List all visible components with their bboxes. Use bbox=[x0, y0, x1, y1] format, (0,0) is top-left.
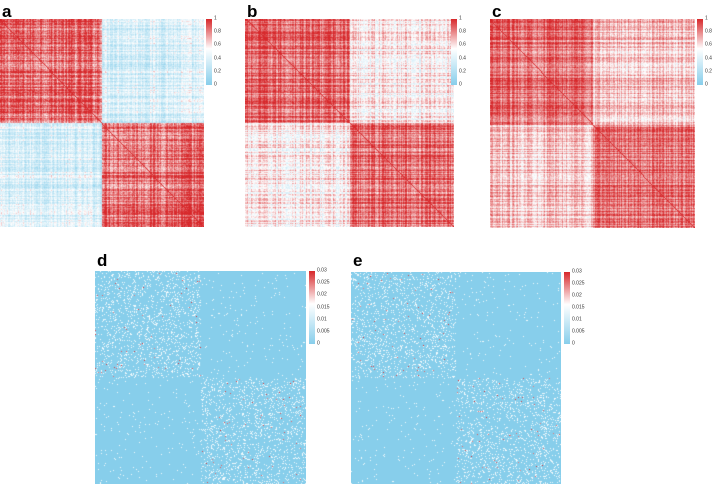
colorbar-tick-label: 0.8 bbox=[705, 28, 712, 35]
colorbar-ticks-c: 1 0.8 0.6 0.4 0.2 0 bbox=[705, 15, 712, 88]
panel-label-a: a bbox=[2, 2, 12, 21]
colorbar-tick-label: 0.025 bbox=[317, 279, 330, 286]
colorbar-e bbox=[564, 272, 570, 344]
colorbar-tick-label: 0 bbox=[705, 81, 708, 88]
colorbar-ticks-a: 1 0.8 0.6 0.4 0.2 0 bbox=[214, 15, 234, 88]
panel-label-e: e bbox=[353, 251, 363, 270]
colorbar-b bbox=[451, 19, 457, 85]
colorbar-tick-label: 0.005 bbox=[572, 328, 585, 335]
colorbar-tick-label: 0.02 bbox=[572, 292, 582, 299]
colorbar-tick-label: 0.2 bbox=[214, 68, 221, 75]
panel-label-d: d bbox=[97, 251, 108, 270]
colorbar-tick-label: 0 bbox=[214, 81, 217, 88]
colorbar-tick-label: 0.6 bbox=[459, 41, 466, 48]
colorbar-tick-label: 0.4 bbox=[214, 55, 221, 62]
colorbar-tick-label: 0.8 bbox=[214, 28, 221, 35]
colorbar-tick-label: 0.025 bbox=[572, 280, 585, 287]
colorbar-tick-label: 0.6 bbox=[705, 41, 712, 48]
colorbar-tick-label: 0.005 bbox=[317, 328, 330, 335]
colorbar-tick-label: 0.015 bbox=[572, 304, 585, 311]
colorbar-d bbox=[309, 271, 315, 344]
colorbar-tick-label: 0 bbox=[572, 340, 575, 347]
colorbar-ticks-d: 0.03 0.025 0.02 0.015 0.01 0.005 0 bbox=[317, 267, 341, 347]
colorbar-tick-label: 0.4 bbox=[705, 55, 712, 62]
colorbar-tick-label: 0.03 bbox=[317, 267, 327, 274]
colorbar-tick-label: 1 bbox=[705, 15, 708, 22]
colorbar-ticks-e: 0.03 0.025 0.02 0.015 0.01 0.005 0 bbox=[572, 268, 596, 347]
heatmap-a bbox=[0, 19, 204, 227]
colorbar-tick-label: 0.4 bbox=[459, 55, 466, 62]
colorbar-tick-label: 0.6 bbox=[214, 41, 221, 48]
colorbar-tick-label: 0.015 bbox=[317, 304, 330, 310]
colorbar-tick-label: 0.03 bbox=[572, 268, 582, 275]
colorbar-tick-label: 0.01 bbox=[317, 316, 327, 323]
colorbar-c bbox=[697, 19, 703, 85]
heatmap-c bbox=[490, 19, 695, 228]
colorbar-tick-label: 0 bbox=[459, 81, 462, 88]
panel-label-b: b bbox=[247, 2, 258, 21]
colorbar-a bbox=[206, 19, 212, 85]
colorbar-tick-label: 0.01 bbox=[572, 316, 582, 323]
colorbar-tick-label: 0.8 bbox=[459, 28, 466, 35]
colorbar-ticks-b: 1 0.8 0.6 0.4 0.2 0 bbox=[459, 15, 479, 88]
colorbar-tick-label: 0.2 bbox=[459, 68, 466, 75]
colorbar-tick-label: 1 bbox=[214, 15, 217, 22]
heatmap-e bbox=[351, 272, 561, 484]
panel-label-c: c bbox=[492, 2, 502, 21]
colorbar-tick-label: 0.2 bbox=[705, 68, 712, 75]
colorbar-tick-label: 1 bbox=[459, 15, 462, 22]
heatmap-b bbox=[245, 19, 454, 227]
colorbar-tick-label: 0 bbox=[317, 340, 320, 347]
heatmap-d bbox=[95, 271, 306, 484]
colorbar-tick-label: 0.02 bbox=[317, 291, 327, 298]
